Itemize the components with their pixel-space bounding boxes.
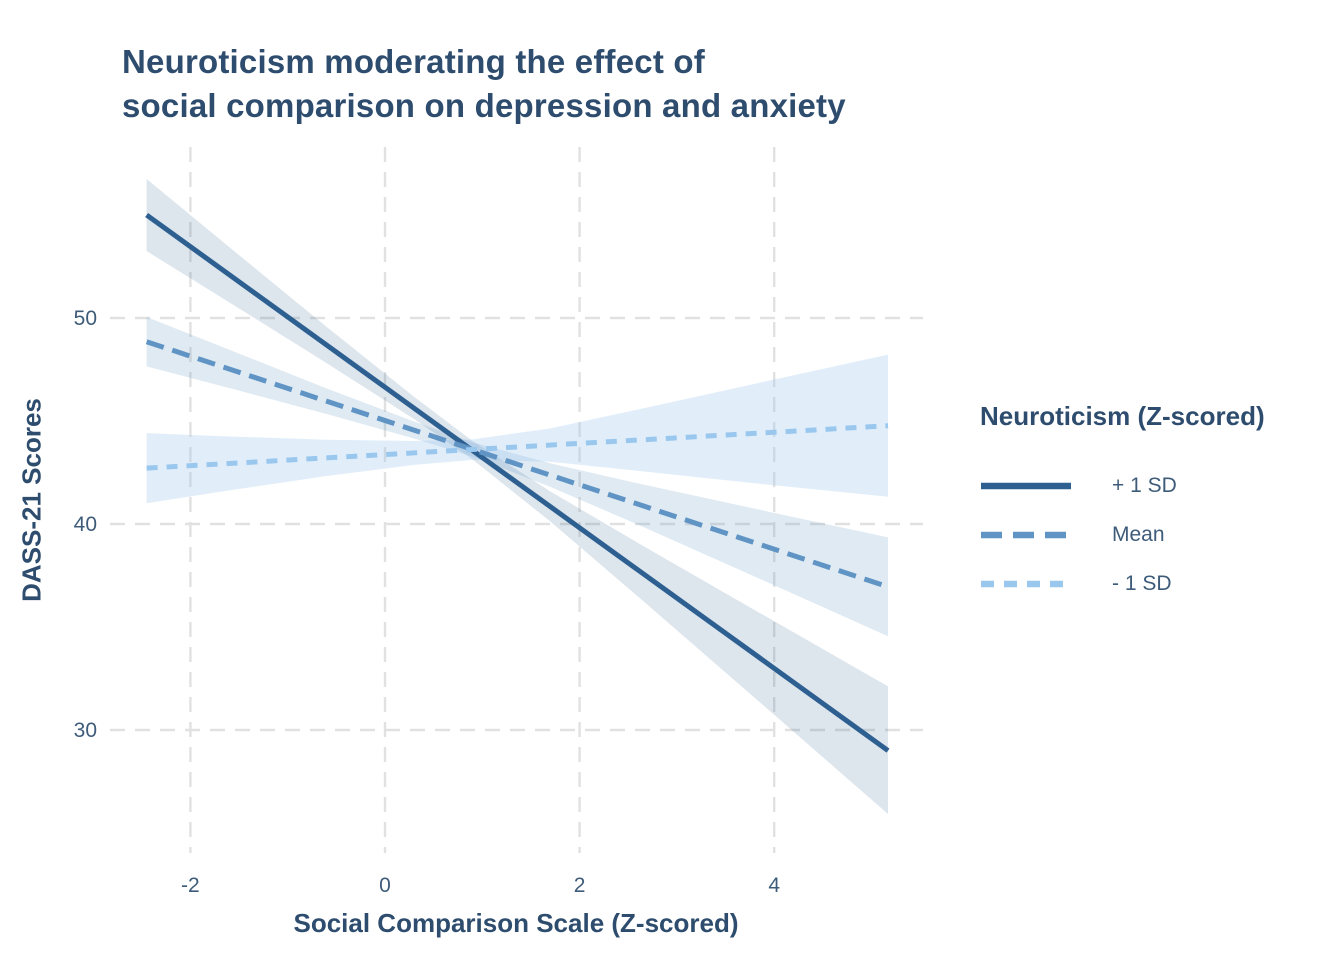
legend-title: Neuroticism (Z-scored): [980, 401, 1265, 431]
y-tick-label-50: 50: [74, 307, 97, 330]
chart-title: Neuroticism moderating the effect of soc…: [122, 43, 846, 124]
trend-line-dashed: [145, 339, 889, 590]
y-tick-label-40: 40: [74, 513, 97, 536]
ci-ribbon-dotted: [146, 354, 889, 504]
legend-label-plus-1sd: + 1 SD: [1112, 473, 1177, 497]
x-tick-label-0: 0: [379, 874, 391, 897]
legend-key-dashed-line-icon: [981, 531, 1071, 538]
x-tick-label-2: 2: [574, 874, 586, 897]
legend-item-minus-1sd: - 1 SD: [980, 559, 1320, 608]
ci-ribbon-solid: [146, 178, 889, 815]
ci-ribbon-dashed: [146, 316, 889, 637]
legend-label-minus-1sd: - 1 SD: [1112, 571, 1172, 595]
legend: Neuroticism (Z-scored) + 1 SD Mean - 1 S…: [980, 400, 1320, 608]
trend-line-solid: [145, 212, 890, 753]
x-axis-title: Social Comparison Scale (Z-scored): [293, 908, 739, 938]
legend-item-mean: Mean: [980, 510, 1320, 559]
legend-key-dotted-line-icon: [981, 580, 1071, 587]
x-tick-label-4: 4: [768, 874, 780, 897]
x-tick-label--2: -2: [181, 874, 200, 897]
legend-key-solid-line-icon: [981, 482, 1071, 489]
legend-items: + 1 SD Mean - 1 SD: [980, 461, 1320, 608]
y-axis-title: DASS-21 Scores: [16, 398, 47, 602]
legend-label-mean: Mean: [1112, 522, 1165, 546]
legend-item-plus-1sd: + 1 SD: [980, 461, 1320, 510]
trend-line-dotted: [146, 423, 889, 471]
y-tick-label-30: 30: [74, 719, 97, 742]
